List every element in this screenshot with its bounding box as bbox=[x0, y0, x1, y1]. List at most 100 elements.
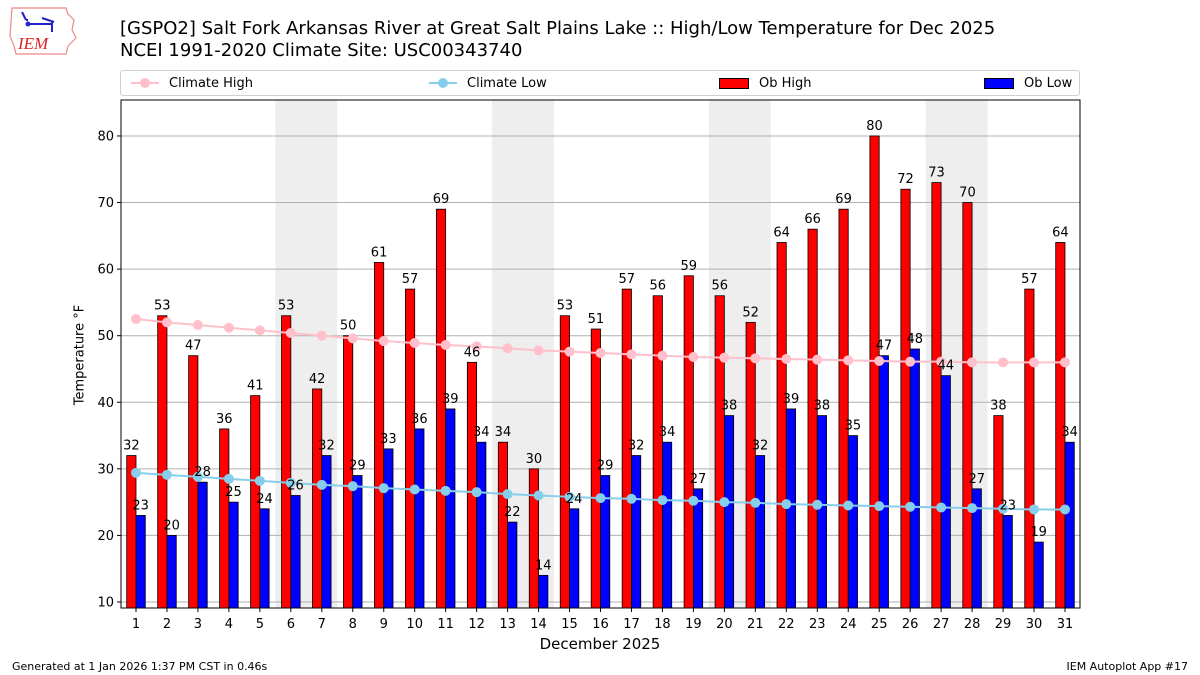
ob-low-label: 36 bbox=[411, 412, 428, 427]
ob-low-label: 25 bbox=[225, 485, 242, 500]
chart-title: [GSPO2] Salt Fork Arkansas River at Grea… bbox=[120, 18, 996, 39]
y-tick-label: 40 bbox=[97, 396, 114, 411]
ob-low-label: 44 bbox=[938, 359, 955, 374]
ob-low-bar bbox=[569, 508, 580, 609]
ob-low-label: 34 bbox=[473, 425, 490, 440]
ob-low-bar bbox=[166, 535, 177, 609]
climate-high-point bbox=[440, 340, 451, 351]
climate-low-point bbox=[161, 469, 172, 480]
climate-low-point bbox=[595, 493, 606, 504]
ob-high-label: 51 bbox=[588, 312, 605, 327]
climate-low-point bbox=[750, 497, 761, 508]
ob-high-label: 57 bbox=[1021, 272, 1038, 287]
ob-high-bar bbox=[281, 315, 292, 609]
ob-high-bar bbox=[776, 242, 787, 609]
ob-high-label: 72 bbox=[897, 172, 914, 187]
ob-low-bar bbox=[754, 455, 766, 609]
ob-high-label: 32 bbox=[123, 439, 140, 454]
ob-low-label: 39 bbox=[783, 392, 800, 407]
ob-low-bar bbox=[383, 448, 394, 609]
ob-low-label: 22 bbox=[504, 505, 521, 520]
weather-station-icon bbox=[21, 11, 55, 32]
climate-high-point bbox=[347, 333, 358, 344]
ob-high-bar bbox=[869, 135, 880, 609]
climate-low-point bbox=[719, 497, 730, 508]
ob-high-label: 53 bbox=[557, 299, 574, 314]
climate-high-point bbox=[750, 353, 761, 364]
ob-low-label: 27 bbox=[690, 472, 707, 487]
climate-high-point bbox=[626, 349, 637, 360]
ob-low-label: 32 bbox=[318, 439, 335, 454]
x-tick-label: 20 bbox=[716, 617, 733, 632]
ob-high-bar bbox=[188, 355, 199, 609]
ob-high-bar bbox=[1024, 288, 1035, 609]
ob-low-bar bbox=[662, 441, 673, 609]
climate-high-point bbox=[905, 356, 916, 367]
climate-high-point bbox=[223, 322, 234, 333]
climate-low-point bbox=[1060, 504, 1070, 515]
x-tick-label: 21 bbox=[747, 617, 764, 632]
ob-low-label: 19 bbox=[1030, 525, 1047, 540]
x-tick-label: 19 bbox=[685, 617, 702, 632]
ob-low-label: 23 bbox=[999, 498, 1016, 513]
climate-high-point bbox=[254, 325, 265, 336]
bar-labels: 32 23 53 20 47 28 36 25 41 24 53 26 42 32 50 29 61 33 57 36… bbox=[123, 119, 1078, 573]
climate-low-point bbox=[843, 500, 854, 511]
climate-low-point bbox=[812, 499, 823, 510]
climate-low-point bbox=[1029, 504, 1040, 515]
ob-high-label: 42 bbox=[309, 372, 326, 387]
climate-low-point bbox=[626, 493, 637, 504]
app-credit: IEM Autoplot App #17 bbox=[1066, 660, 1189, 673]
climate-high-point bbox=[657, 350, 668, 361]
ob-low-bar bbox=[135, 515, 146, 609]
climate-low-point bbox=[378, 483, 389, 494]
x-tick-label: 14 bbox=[530, 617, 547, 632]
climate-high-point bbox=[843, 355, 854, 366]
ob-high-label: 61 bbox=[371, 245, 388, 260]
ob-high-bar bbox=[157, 315, 168, 609]
climate-high-point bbox=[1029, 357, 1040, 368]
climate-low-point bbox=[874, 501, 885, 512]
climate-high-point bbox=[161, 317, 172, 328]
chart-subtitle: NCEI 1991-2020 Climate Site: USC00343740 bbox=[120, 40, 523, 61]
ob-high-label: 36 bbox=[216, 412, 233, 427]
ob-high-bar bbox=[962, 202, 973, 609]
x-tick-label: 22 bbox=[778, 617, 795, 632]
ob-low-patch-icon bbox=[984, 77, 1014, 89]
y-axis-label: Temperature °F bbox=[72, 304, 88, 406]
climate-high-point bbox=[409, 338, 420, 349]
ob-high-patch-icon bbox=[719, 77, 749, 89]
x-tick-label: 12 bbox=[468, 617, 485, 632]
ob-low-label: 35 bbox=[845, 419, 862, 434]
legend-item-ob-low: Ob Low bbox=[984, 71, 1072, 95]
climate-low-point bbox=[905, 501, 916, 512]
ob-low-bar bbox=[816, 415, 827, 609]
climate-lines bbox=[131, 314, 1070, 515]
climate-high-point bbox=[812, 354, 823, 365]
x-tick-label: 8 bbox=[349, 617, 357, 632]
ob-high-label: 34 bbox=[495, 425, 512, 440]
ob-low-label: 24 bbox=[256, 492, 273, 507]
x-tick-label: 13 bbox=[499, 617, 516, 632]
x-tick-label: 9 bbox=[380, 617, 388, 632]
ob-high-bar bbox=[683, 275, 694, 609]
x-axis-label-wrap: December 2025 bbox=[0, 635, 1200, 653]
ob-low-bar bbox=[909, 348, 920, 609]
x-tick-label: 6 bbox=[287, 617, 295, 632]
ob-high-label: 52 bbox=[742, 305, 759, 320]
climate-low-point bbox=[409, 484, 420, 495]
x-tick-label: 24 bbox=[840, 617, 857, 632]
ob-high-bar bbox=[900, 188, 911, 609]
y-tick-label: 20 bbox=[97, 529, 114, 544]
climate-low-point bbox=[533, 490, 544, 501]
y-tick-label: 30 bbox=[97, 462, 114, 477]
ob-low-bar bbox=[847, 435, 858, 609]
ob-high-bar bbox=[528, 468, 539, 609]
x-tick-label: 29 bbox=[995, 617, 1012, 632]
ob-high-label: 57 bbox=[619, 272, 636, 287]
ob-low-bar bbox=[476, 441, 487, 609]
ob-high-bar bbox=[931, 182, 942, 609]
climate-low-line-icon bbox=[429, 78, 457, 88]
legend-label: Climate High bbox=[169, 75, 254, 91]
ob-low-label: 39 bbox=[442, 392, 459, 407]
